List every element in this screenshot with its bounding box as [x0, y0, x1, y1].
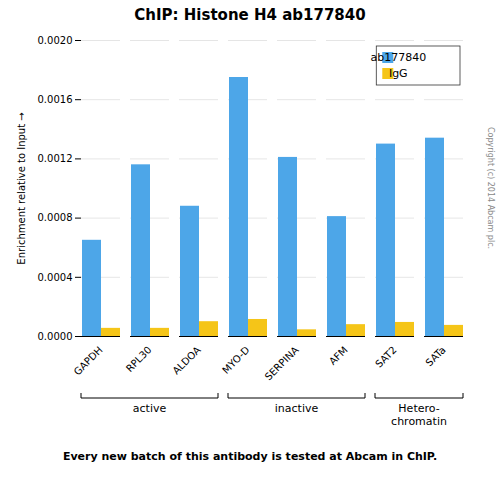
svg-text:ab177840: ab177840	[370, 51, 426, 64]
svg-text:0.0020: 0.0020	[38, 35, 73, 46]
svg-text:Copyright (c) 2014 Abcam plc.: Copyright (c) 2014 Abcam plc.	[486, 127, 495, 249]
svg-text:0.0004: 0.0004	[38, 272, 73, 283]
svg-text:SERPINA: SERPINA	[263, 344, 301, 382]
html-text:ChIP: Histone H4 ab177840: ChIP: Histone H4 ab177840	[134, 6, 366, 24]
svg-text:SATa: SATa	[424, 344, 448, 368]
svg-text:AFM: AFM	[327, 344, 350, 367]
svg-text:active: active	[133, 402, 167, 415]
svg-text:0.0016: 0.0016	[38, 94, 73, 105]
svg-text:Hetero-chromatin: Hetero-chromatin	[391, 402, 447, 428]
svg-text:0.0012: 0.0012	[38, 153, 73, 164]
svg-text:inactive: inactive	[275, 402, 319, 415]
svg-text:0.0000: 0.0000	[38, 331, 73, 342]
svg-text:SAT2: SAT2	[373, 344, 399, 370]
svg-text:IgG: IgG	[389, 67, 408, 80]
svg-text:Enrichment relative to Input →: Enrichment relative to Input →	[16, 112, 27, 264]
svg-text:ALDOA: ALDOA	[170, 344, 202, 376]
html-text:Every new batch of this antibo: Every new batch of this antibody is test…	[62, 450, 438, 463]
svg-text:RPL30: RPL30	[124, 344, 154, 374]
svg-text:0.0008: 0.0008	[38, 212, 73, 223]
svg-text:GAPDH: GAPDH	[72, 344, 105, 377]
svg-text:MYO-D: MYO-D	[220, 344, 252, 376]
